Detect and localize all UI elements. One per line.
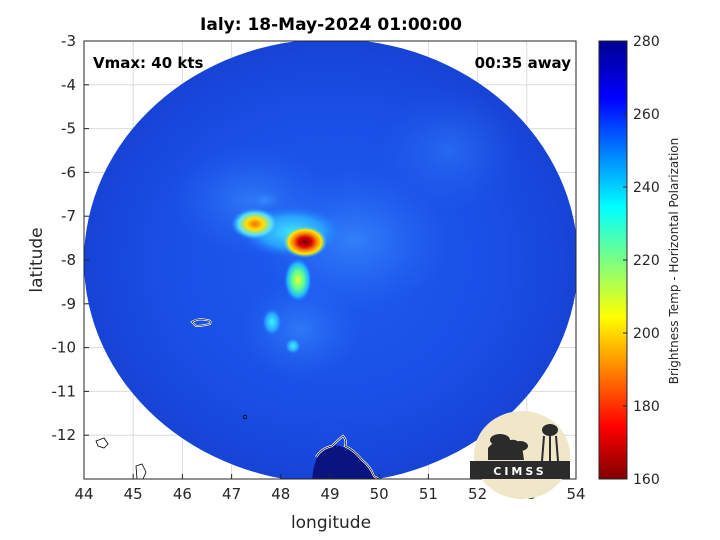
x-tick-label: 44 bbox=[74, 485, 93, 503]
colorbar-tick-label: 160 bbox=[633, 472, 660, 488]
x-tick-label: 47 bbox=[222, 485, 241, 503]
vmax-annotation: Vmax: 40 kts bbox=[93, 54, 203, 72]
y-tick-label: -5 bbox=[61, 120, 76, 138]
x-tick-label: 45 bbox=[124, 485, 143, 503]
dark-coastal-region bbox=[312, 445, 380, 479]
x-tick-label: 49 bbox=[320, 485, 339, 503]
y-tick-label: -8 bbox=[61, 251, 76, 269]
cimss-logo: CIMSS bbox=[470, 411, 570, 499]
colorbar-tick-label: 220 bbox=[633, 253, 660, 269]
satellite-swath bbox=[84, 41, 576, 479]
x-tick-label: 52 bbox=[468, 485, 487, 503]
logo-text: CIMSS bbox=[493, 465, 546, 478]
convective-band-south bbox=[284, 258, 312, 302]
time-away-annotation: 00:35 away bbox=[475, 54, 572, 72]
colorbar-tick-label: 180 bbox=[633, 399, 660, 415]
cold-core-west bbox=[231, 208, 279, 240]
y-tick-label: -3 bbox=[61, 32, 76, 50]
comoros-outline bbox=[95, 437, 109, 449]
y-tick-label: -4 bbox=[61, 76, 76, 94]
colorbar bbox=[598, 40, 628, 480]
colorbar-ticks: 280 260 240 220 200 180 160 bbox=[623, 34, 660, 488]
y-tick-label: -6 bbox=[61, 163, 76, 181]
colorbar-label: Brightness Temp - Horizontal Polarizatio… bbox=[667, 138, 681, 385]
chart-title: Ialy: 18-May-2024 01:00:00 bbox=[200, 15, 462, 35]
x-tick-label: 48 bbox=[271, 485, 290, 503]
x-tick-label: 46 bbox=[173, 485, 192, 503]
y-axis-label: latitude bbox=[27, 227, 47, 292]
colorbar-tick-label: 260 bbox=[633, 107, 660, 123]
island-outline-southwest bbox=[135, 463, 147, 479]
y-axis-ticks: -3 -4 -5 -6 -7 -8 -9 -10 -11 -12 bbox=[52, 32, 89, 444]
convective-band-mid bbox=[262, 308, 282, 336]
cold-core-main bbox=[283, 226, 327, 258]
colorbar-tick-label: 280 bbox=[633, 34, 660, 50]
x-tick-label: 54 bbox=[566, 485, 585, 503]
convective-band-tail bbox=[285, 338, 301, 354]
x-tick-label: 51 bbox=[419, 485, 438, 503]
y-tick-label: -9 bbox=[61, 295, 76, 313]
x-tick-label: 50 bbox=[370, 485, 389, 503]
y-tick-label: -11 bbox=[52, 382, 77, 400]
colorbar-tick-label: 240 bbox=[633, 180, 660, 196]
colorbar-tick-label: 200 bbox=[633, 326, 660, 342]
islet-outline bbox=[242, 414, 248, 420]
y-tick-label: -12 bbox=[52, 426, 77, 444]
x-axis-label: longitude bbox=[291, 513, 371, 533]
y-tick-label: -7 bbox=[61, 207, 76, 225]
y-tick-label: -10 bbox=[52, 339, 77, 357]
